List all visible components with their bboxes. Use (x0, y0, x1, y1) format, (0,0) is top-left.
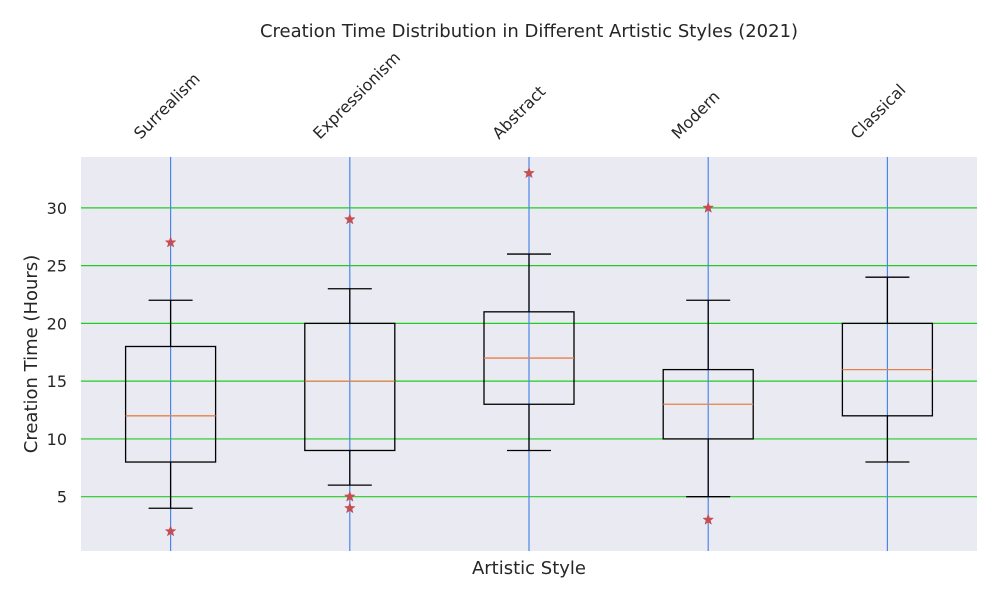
y-tick-label: 20 (47, 314, 67, 333)
outlier-point (343, 502, 356, 514)
x-axis-label: Artistic Style (472, 558, 586, 579)
category-label: Abstract (488, 82, 549, 143)
y-tick-label: 30 (47, 199, 67, 218)
box-surrealism (124, 236, 217, 537)
outlier-point (523, 166, 535, 179)
y-tick-labels: 5 10 15 20 25 30 (47, 199, 67, 507)
y-tick-label: 10 (47, 430, 67, 449)
outlier-point (343, 213, 356, 225)
y-tick-label: 15 (47, 372, 67, 391)
category-label: Surrealism (130, 69, 204, 143)
chart-title: Creation Time Distribution in Different … (260, 21, 798, 42)
y-tick-label: 25 (47, 257, 67, 276)
box-expressionism (304, 213, 396, 514)
category-labels: Surrealism Expressionism Abstract Modern Cla… (130, 48, 909, 143)
box-classical (841, 276, 934, 463)
outlier-point (164, 525, 177, 537)
box-body (124, 345, 217, 463)
outlier-point (702, 513, 715, 525)
box-series (124, 166, 934, 537)
y-tick-label: 5 (57, 488, 67, 507)
outlier-point (343, 490, 356, 502)
category-label: Expressionism (309, 48, 404, 143)
box-abstract (483, 166, 575, 452)
box-body (304, 322, 396, 452)
y-axis-label: Creation Time (Hours) (21, 255, 42, 453)
category-label: Modern (668, 87, 724, 143)
box-modern (662, 201, 754, 525)
outlier-point (164, 236, 177, 248)
outlier-point (702, 201, 715, 213)
category-label: Classical (847, 80, 910, 143)
